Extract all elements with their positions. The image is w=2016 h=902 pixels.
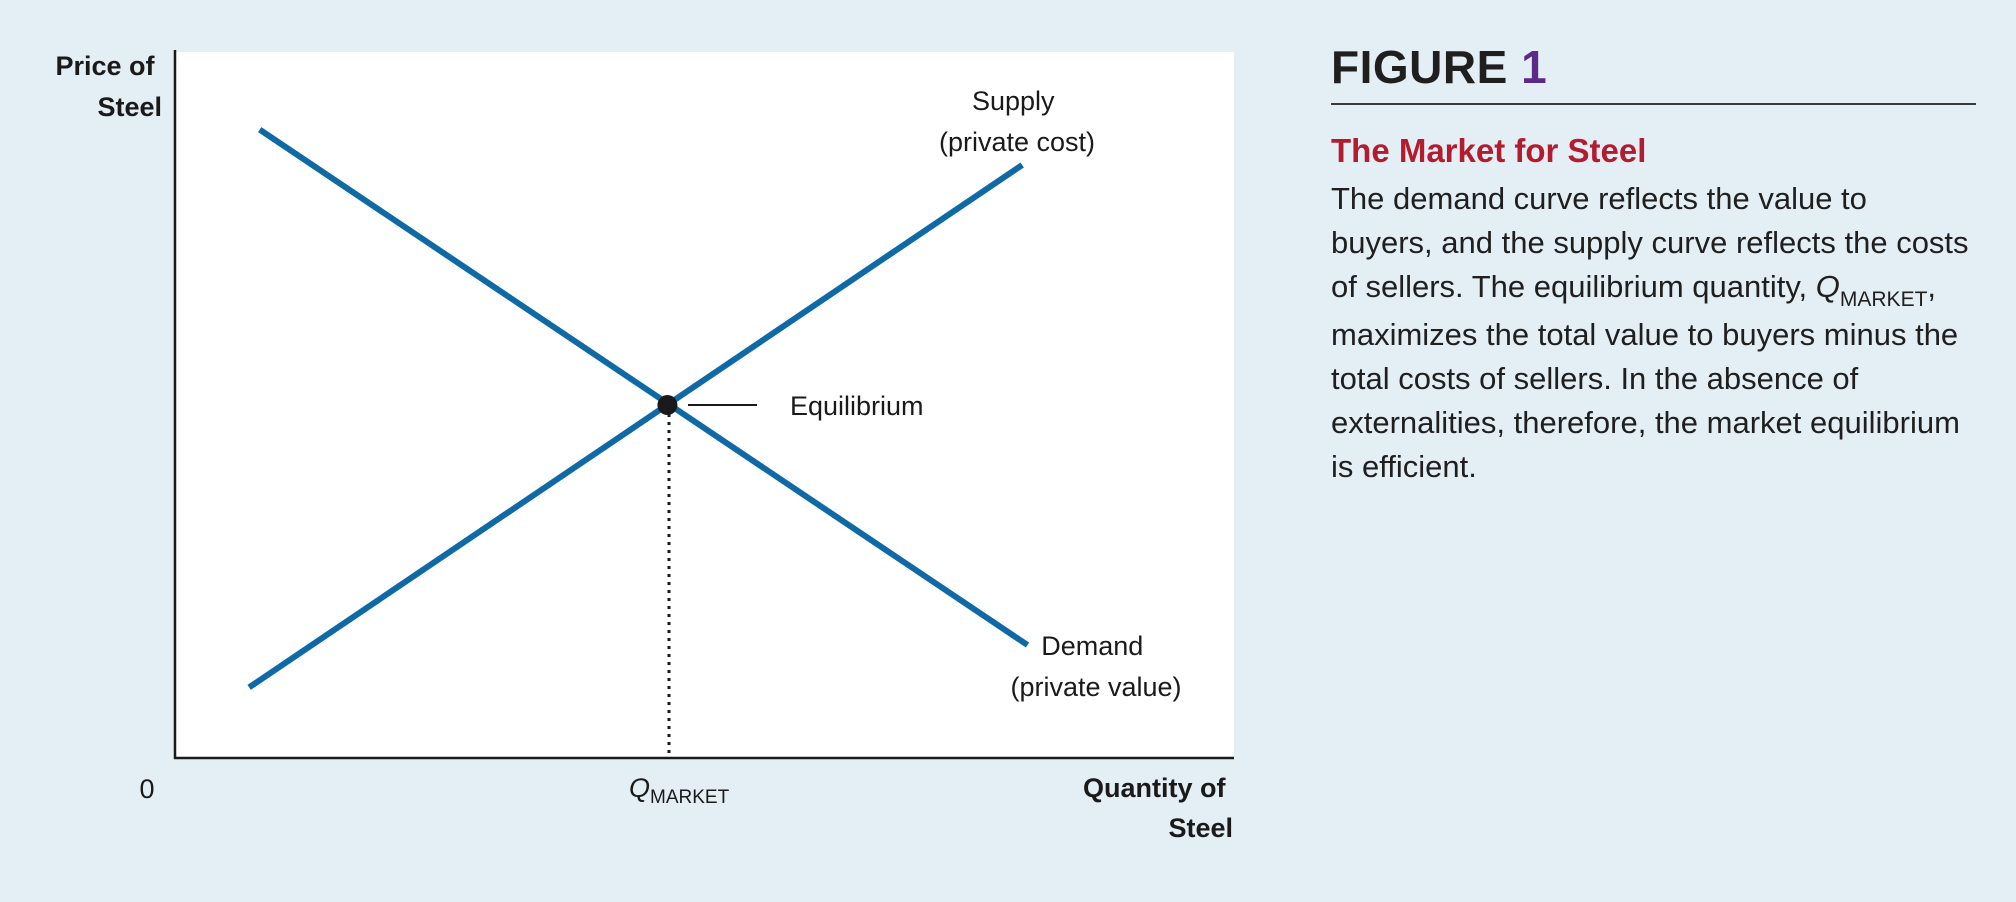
y-axis-title: Price of Steel — [55, 51, 162, 122]
supply-curve — [247, 162, 1024, 690]
caption-q-symbol: Q — [1815, 268, 1840, 304]
figure-subtitle: The Market for Steel — [1331, 132, 1647, 170]
market-for-steel-chart: Price of Steel Quantity of Steel 0 QMARK… — [55, 50, 1234, 843]
figure-caption-panel: FIGURE 1 The Market for Steel The demand… — [1331, 40, 1976, 489]
demand-label-line-1: Demand — [1041, 631, 1143, 661]
x-tick-label-origin: 0 — [139, 774, 154, 804]
x-tick-label-q-market: QMARKET — [629, 773, 730, 808]
figure-caption: The demand curve reflects the value to b… — [1331, 177, 1976, 489]
y-axis-title-line-2: Steel — [97, 92, 162, 122]
demand-label: Demand (private value) — [1010, 631, 1181, 702]
figure-number: 1 — [1521, 41, 1548, 93]
figure-heading: FIGURE 1 — [1331, 40, 1976, 95]
supply-label-line-1: Supply — [972, 86, 1055, 116]
caption-part-2: , maximizes the total value to buyers mi… — [1331, 268, 1960, 484]
supply-label-line-2: (private cost) — [939, 127, 1095, 157]
equilibrium-point — [657, 395, 678, 415]
equilibrium-label: Equilibrium — [790, 391, 924, 421]
demand-curve — [258, 127, 1030, 648]
q-letter: Q — [629, 773, 650, 803]
q-subscript: MARKET — [650, 787, 730, 808]
caption-q-subscript: MARKET — [1839, 287, 1928, 311]
demand-label-line-2: (private value) — [1010, 672, 1181, 702]
x-axis-title-line-1: Quantity of — [1083, 773, 1226, 803]
caption-part-1: The demand curve reflects the value to b… — [1331, 180, 1969, 304]
x-axis-title-line-2: Steel — [1168, 813, 1233, 843]
x-axis-title: Quantity of Steel — [1083, 773, 1233, 843]
supply-label: Supply (private cost) — [939, 86, 1095, 157]
heading-divider — [1331, 103, 1976, 106]
y-axis-title-line-1: Price of — [55, 51, 155, 81]
figure-word: FIGURE — [1331, 41, 1508, 93]
